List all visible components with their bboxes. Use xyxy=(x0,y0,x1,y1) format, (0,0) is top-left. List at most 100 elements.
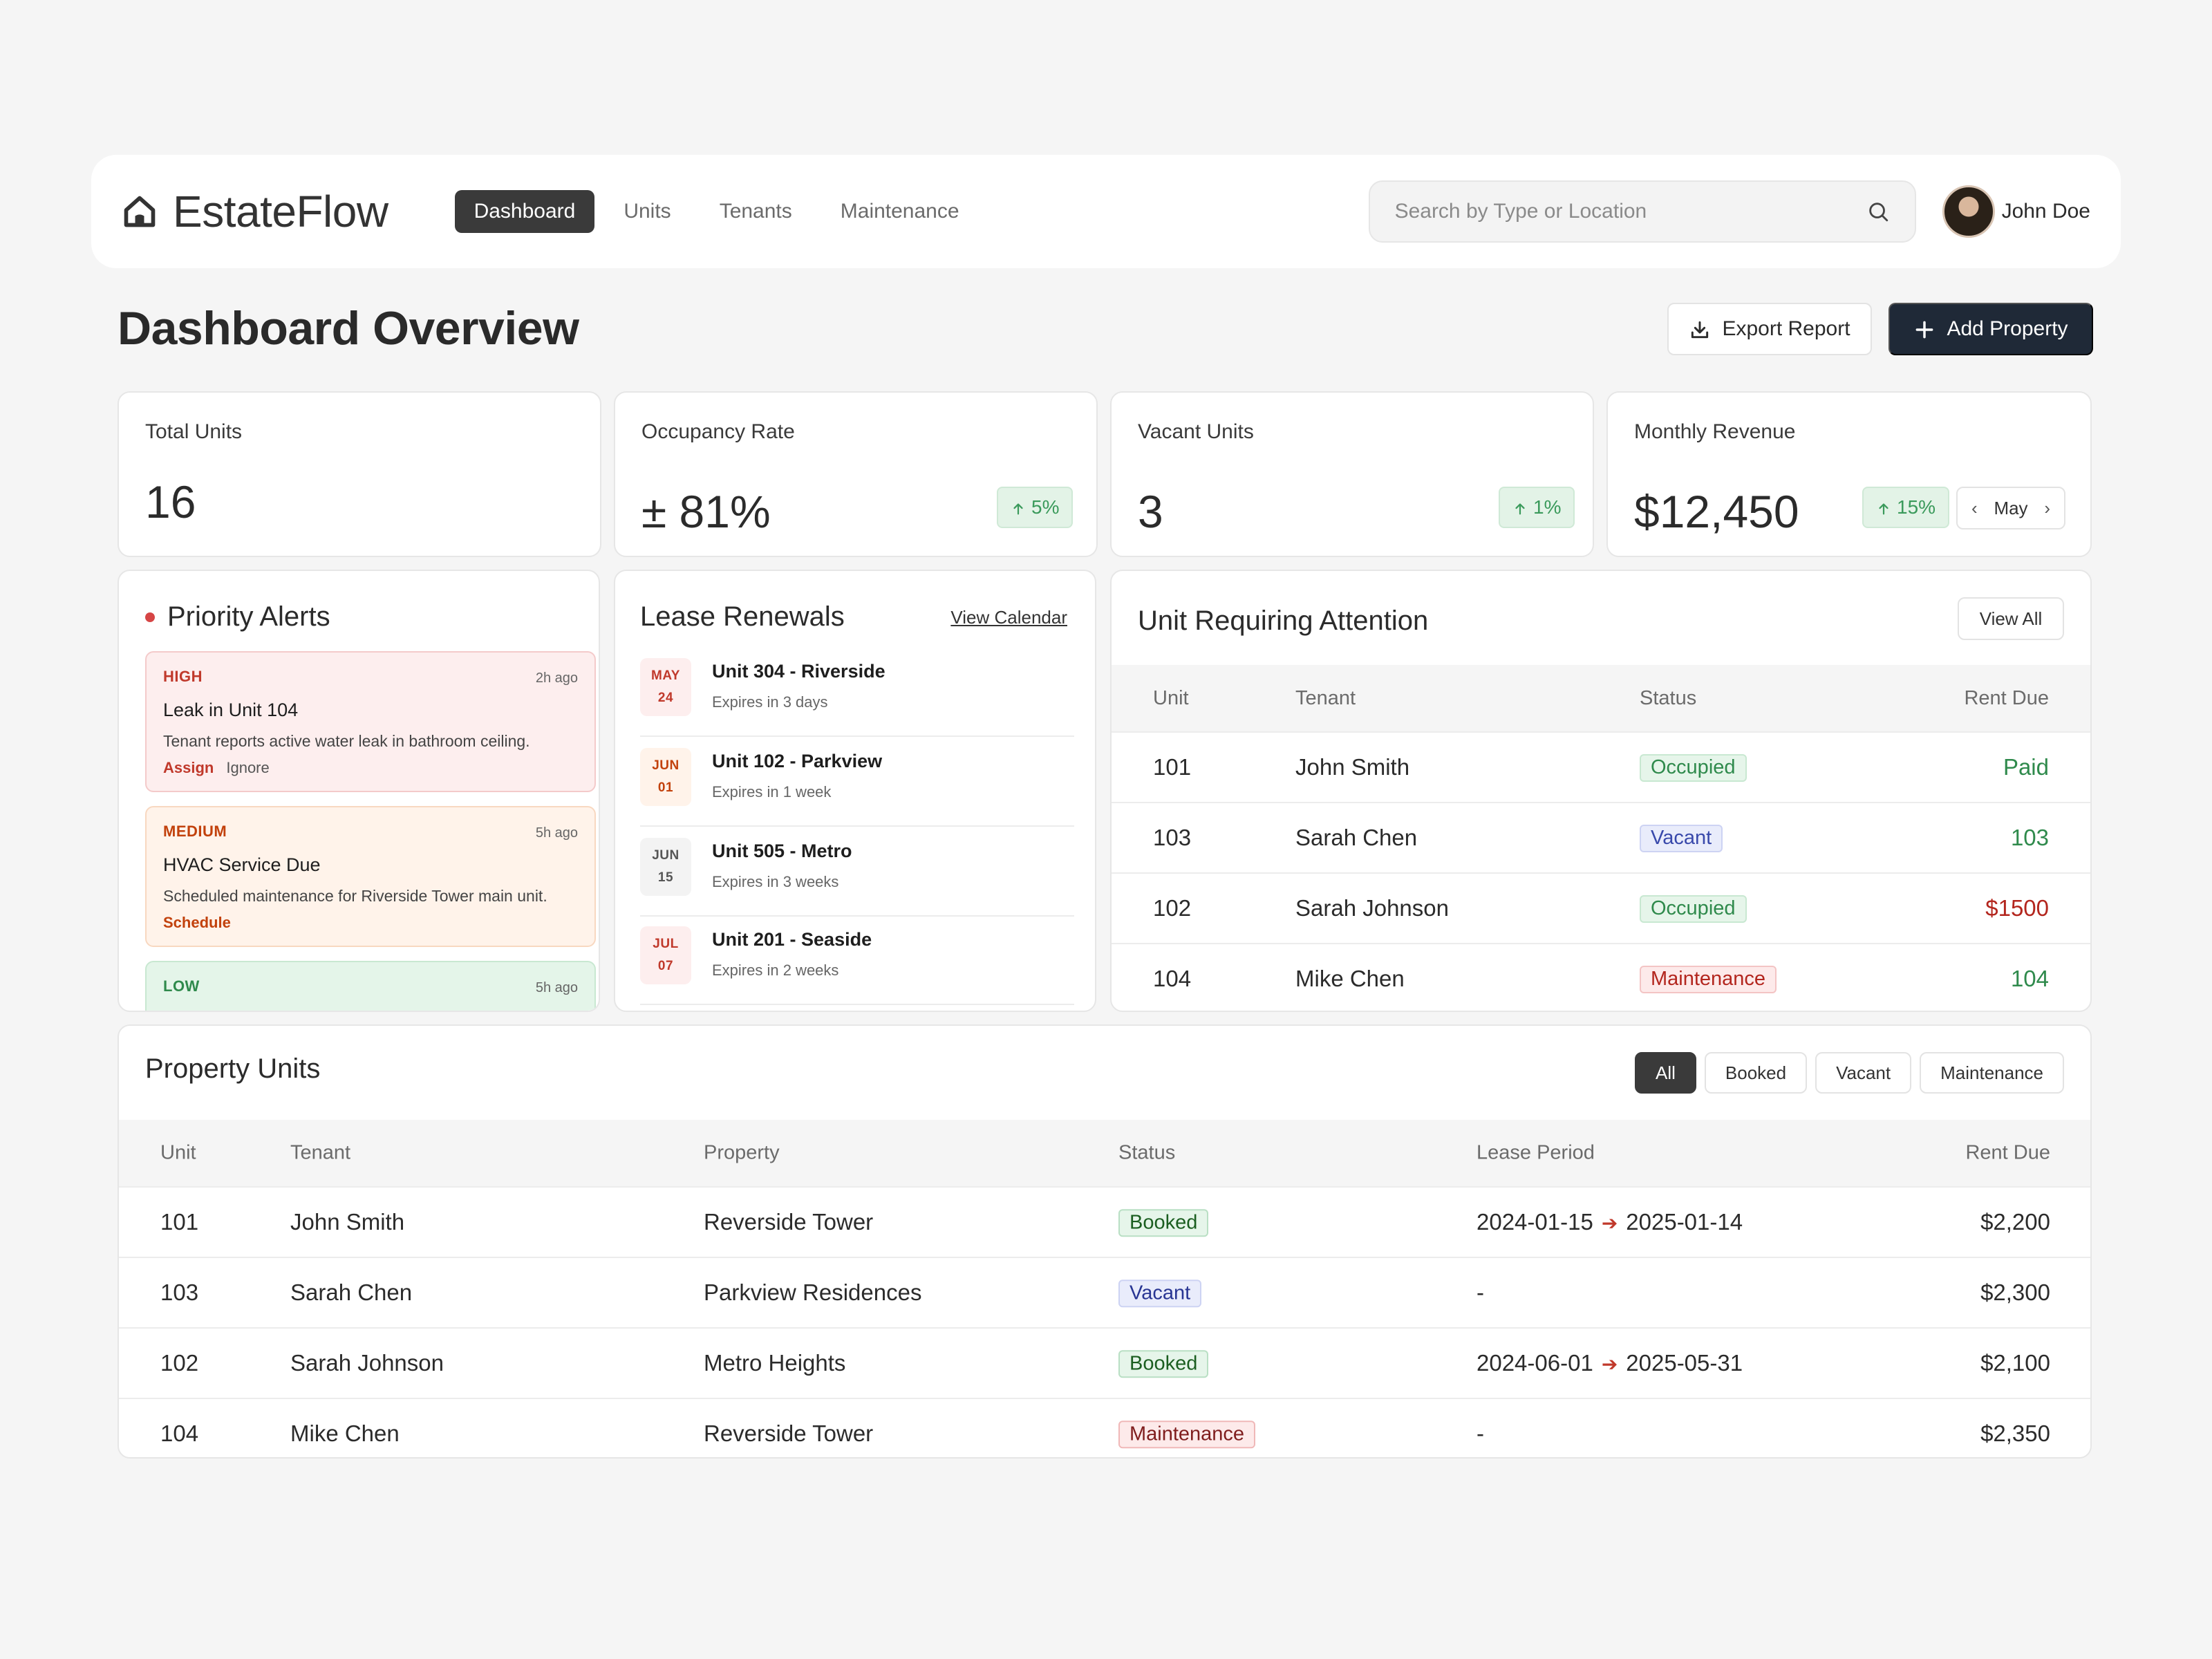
table-row[interactable]: 104 Mike Chen Maintenance 104 xyxy=(1112,943,2090,1011)
panel-title: Property Units xyxy=(145,1053,321,1084)
lease-item[interactable]: JUN 15 Unit 505 - Metro Expires in 3 wee… xyxy=(640,827,1074,917)
cell-tenant: Mike Chen xyxy=(290,1421,400,1446)
lease-item[interactable]: JUN 01 Unit 102 - Parkview Expires in 1 … xyxy=(640,737,1074,827)
stat-label: Occupancy Rate xyxy=(641,420,795,443)
cell-unit: 102 xyxy=(1153,895,1192,921)
cell-rent: $2,300 xyxy=(1980,1280,2050,1305)
cell-unit: 103 xyxy=(160,1280,199,1305)
date-month: MAY xyxy=(651,668,680,683)
table-row[interactable]: 103 Sarah Chen Parkview Residences Vacan… xyxy=(119,1257,2090,1327)
filter-all[interactable]: All xyxy=(1635,1052,1696,1094)
assign-button[interactable]: Assign xyxy=(163,759,214,776)
property-units-panel: Property Units All Booked Vacant Mainten… xyxy=(118,1024,2092,1459)
arrow-right-icon: ➔ xyxy=(1601,1353,1618,1375)
alert-time: 2h ago xyxy=(535,671,578,686)
avatar[interactable] xyxy=(1942,185,1995,238)
ignore-button[interactable]: Ignore xyxy=(226,759,270,776)
search-input[interactable] xyxy=(1394,200,1853,223)
add-property-button[interactable]: Add Property xyxy=(1888,303,2093,355)
lease-expiry: Expires in 3 days xyxy=(712,693,828,711)
status-text: Booked xyxy=(1118,1349,1209,1378)
change-value: 5% xyxy=(1031,496,1060,518)
lease-item[interactable]: MAY 24 Unit 304 - Riverside Expires in 3… xyxy=(640,647,1074,737)
stat-total-units: Total Units 16 xyxy=(118,391,601,557)
search-icon[interactable] xyxy=(1866,200,1890,223)
cell-rent: $2,100 xyxy=(1980,1350,2050,1376)
lease-item[interactable]: JUL 07 Unit 201 - Seaside Expires in 2 w… xyxy=(640,915,1074,1005)
chevron-left-icon[interactable]: ‹ xyxy=(1971,497,1978,518)
stat-occupancy-rate: Occupancy Rate ± 81% 5% xyxy=(614,391,1098,557)
table-row[interactable]: 101 John Smith Reverside Tower Booked 20… xyxy=(119,1186,2090,1257)
table-row[interactable]: 104 Mike Chen Reverside Tower Maintenanc… xyxy=(119,1398,2090,1457)
alert-dot-icon xyxy=(145,612,155,622)
export-report-button[interactable]: Export Report xyxy=(1667,303,1872,355)
table-row[interactable]: 102 Sarah Johnson Metro Heights Booked 2… xyxy=(119,1327,2090,1398)
change-badge: 5% xyxy=(997,487,1074,528)
user-name: John Doe xyxy=(2001,200,2090,223)
stat-value: 16 xyxy=(145,476,196,527)
cell-rent: 104 xyxy=(2010,966,2049,991)
alert-card-high[interactable]: HIGH 2h ago Leak in Unit 104 Tenant repo… xyxy=(145,651,596,792)
status-badge: Maintenance xyxy=(1118,1419,1256,1448)
main-nav: Dashboard Units Tenants Maintenance xyxy=(454,190,979,233)
alert-actions: Schedule xyxy=(163,914,578,932)
change-value: 15% xyxy=(1897,496,1936,518)
export-report-label: Export Report xyxy=(1722,317,1850,340)
filter-booked[interactable]: Booked xyxy=(1704,1052,1808,1094)
lease-expiry: Expires in 1 week xyxy=(712,783,832,800)
filter-group: All Booked Vacant Maintenance xyxy=(1635,1052,2064,1094)
lease-renewals-panel: Lease Renewals View Calendar MAY 24 Unit… xyxy=(614,570,1096,1012)
nav-dashboard[interactable]: Dashboard xyxy=(454,190,595,233)
arrow-up-icon xyxy=(1011,496,1026,518)
view-calendar-link[interactable]: View Calendar xyxy=(950,607,1067,628)
alert-title: Leak in Unit 104 xyxy=(163,700,299,720)
alert-card-medium[interactable]: MEDIUM 5h ago HVAC Service Due Scheduled… xyxy=(145,806,596,947)
status-badge: Booked xyxy=(1118,1208,1209,1237)
view-all-button[interactable]: View All xyxy=(1958,597,2064,640)
lease-start: 2024-01-15 xyxy=(1477,1209,1593,1235)
stat-value: 3 xyxy=(1138,486,1163,537)
plus-icon xyxy=(1913,317,1936,341)
cell-tenant: Sarah Chen xyxy=(290,1280,413,1305)
table-row[interactable]: 101 John Smith Occupied Paid xyxy=(1112,731,2090,802)
status-badge: Vacant xyxy=(1118,1278,1202,1307)
column-header: Status xyxy=(1640,686,1697,709)
month-picker[interactable]: ‹ May › xyxy=(1956,487,2065,529)
chevron-right-icon[interactable]: › xyxy=(2044,497,2050,518)
status-text: Occupied xyxy=(1640,753,1747,782)
arrow-up-icon xyxy=(1512,496,1528,518)
cell-rent: $2,350 xyxy=(1980,1421,2050,1446)
lease-info: Unit 102 - Parkview Expires in 1 week xyxy=(712,748,882,801)
column-header: Status xyxy=(1118,1141,1176,1164)
alert-description: Tenant reports active water leak in bath… xyxy=(163,732,530,750)
lease-expiry: Expires in 2 weeks xyxy=(712,962,839,979)
table-row[interactable]: 102 Sarah Johnson Occupied $1500 xyxy=(1112,872,2090,943)
cell-property: Reverside Tower xyxy=(704,1421,874,1446)
cell-lease-period: 2024-06-01 ➔ 2025-05-31 xyxy=(1477,1350,1743,1376)
schedule-button[interactable]: Schedule xyxy=(163,914,231,931)
alert-card-low[interactable]: LOW 5h ago xyxy=(145,961,596,1011)
date-badge: JUL 07 xyxy=(640,926,691,984)
brand-name: EstateFlow xyxy=(173,187,388,236)
nav-units[interactable]: Units xyxy=(624,200,671,223)
filter-vacant[interactable]: Vacant xyxy=(1815,1052,1912,1094)
cell-unit: 104 xyxy=(1153,966,1192,991)
cell-unit: 104 xyxy=(160,1421,199,1446)
filter-maintenance[interactable]: Maintenance xyxy=(1920,1052,2064,1094)
date-day: 24 xyxy=(657,691,674,705)
table-row[interactable]: 103 Sarah Chen Vacant 103 xyxy=(1112,802,2090,872)
cell-rent: $1500 xyxy=(1985,895,2049,921)
date-month: JUL xyxy=(653,937,679,951)
column-header: Rent Due xyxy=(1965,1141,2050,1164)
date-badge: MAY 24 xyxy=(640,658,691,716)
user-menu[interactable]: John Doe xyxy=(1942,185,2090,238)
brand[interactable]: EstateFlow xyxy=(122,186,388,237)
cell-lease-period: - xyxy=(1477,1280,1484,1305)
page-title: Dashboard Overview xyxy=(118,302,579,355)
lease-end: 2025-05-31 xyxy=(1626,1350,1743,1376)
nav-maintenance[interactable]: Maintenance xyxy=(840,200,959,223)
date-day: 07 xyxy=(657,959,674,973)
nav-tenants[interactable]: Tenants xyxy=(719,200,792,223)
lease-info: Unit 201 - Seaside Expires in 2 weeks xyxy=(712,926,872,980)
cell-lease-period: - xyxy=(1477,1421,1484,1446)
